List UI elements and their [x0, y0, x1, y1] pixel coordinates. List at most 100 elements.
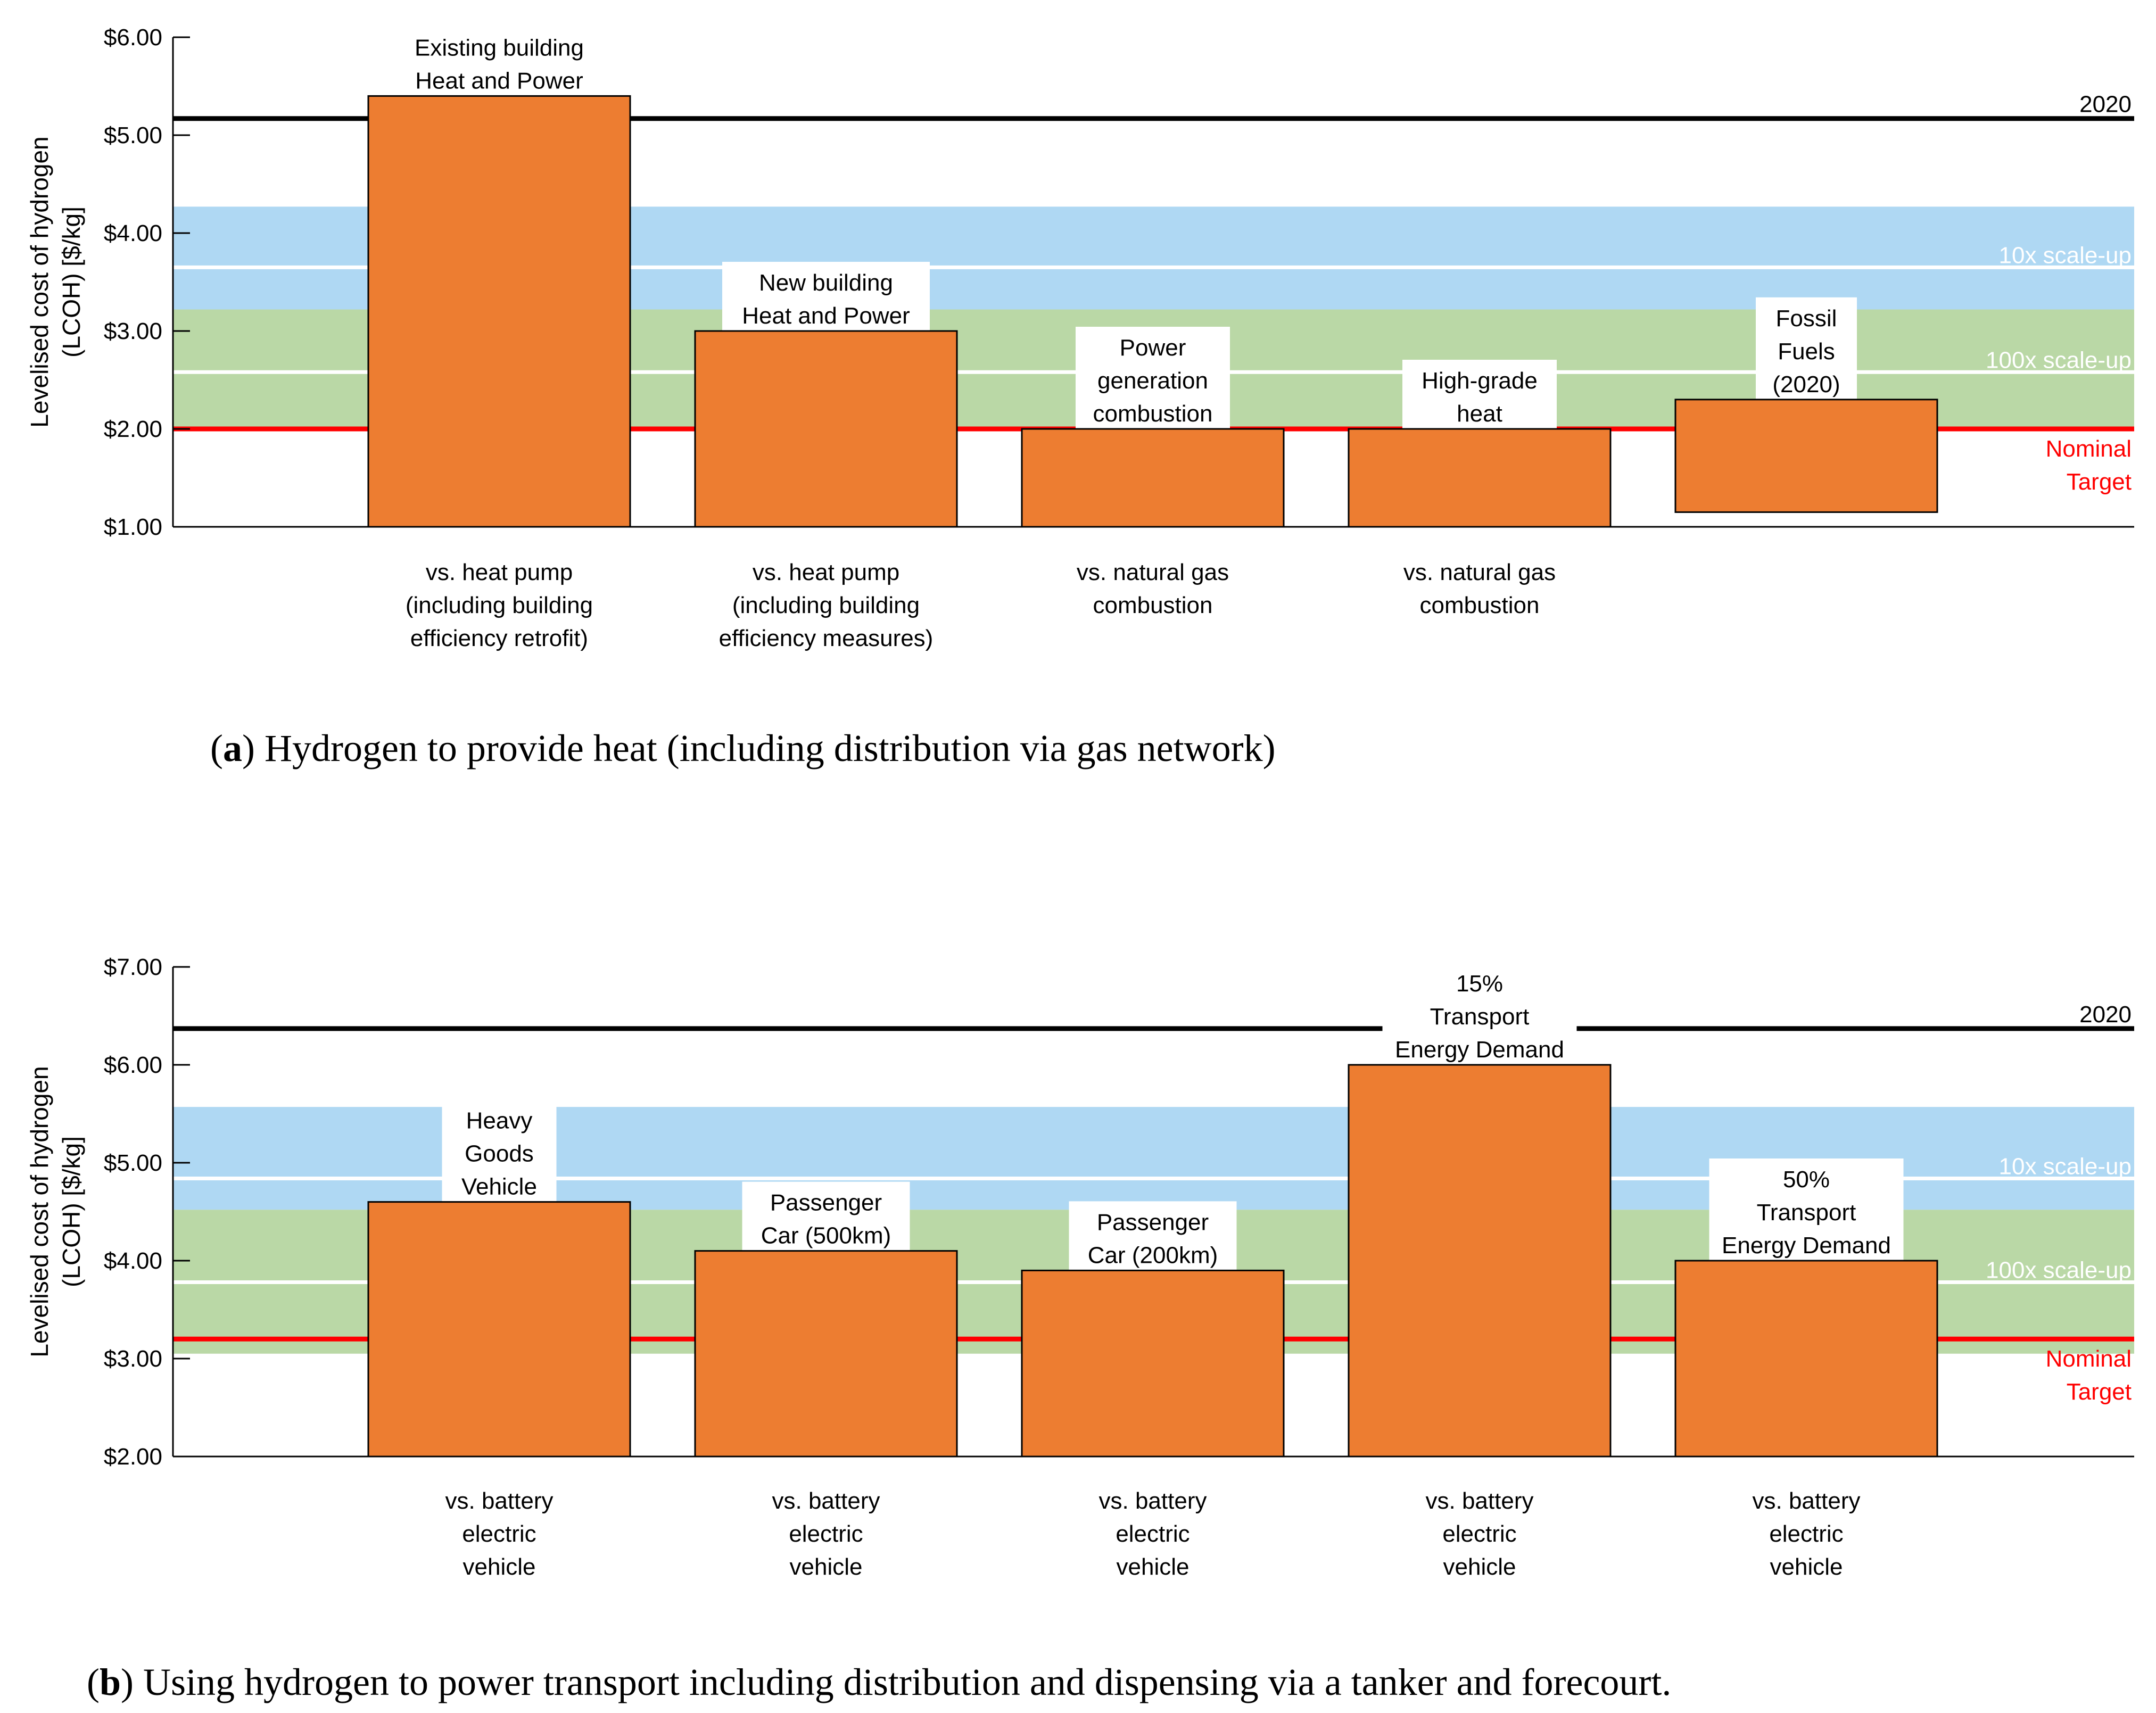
bar-label-line: Fossil [1776, 305, 1837, 332]
category-label: vs. battery electric vehicle [772, 1488, 880, 1580]
bar-label-box [1069, 1201, 1237, 1273]
y-axis-label-line: Levelised cost of hydrogen [26, 1066, 53, 1357]
bar [367, 1201, 631, 1458]
bar-label-line: Fuels [1778, 338, 1835, 365]
bar-label-line: Heat and Power [742, 303, 910, 329]
y-tick-label: $2.00 [104, 416, 162, 442]
bar-label-line: Existing building [415, 35, 584, 61]
caption-a: (a) Hydrogen to provide heat (including … [210, 727, 1276, 769]
y-axis-label-line: (LCOH) [$/kg] [57, 206, 85, 358]
bar-label: Passenger Car (500km) [761, 1190, 891, 1249]
bar [694, 1250, 958, 1458]
nominal-target-label: Nominal Target [2046, 1346, 2132, 1405]
bar-label-line: Transport [1430, 1004, 1530, 1030]
bar [1674, 1260, 1938, 1458]
category-label: vs. battery electric vehicle [1099, 1488, 1207, 1580]
category-label: vs. heat pump (including building efficien… [406, 559, 593, 651]
bar-label-line: Power [1120, 335, 1186, 361]
bar-label-line: generation [1097, 368, 1208, 394]
category-label-line: vehicle [1117, 1554, 1189, 1580]
category-label-line: electric [1769, 1521, 1843, 1547]
bar-label-box [742, 1181, 910, 1253]
bar-label-line: heat [1457, 401, 1502, 427]
line-2020-label: 2020 [2079, 92, 2132, 118]
y-axis-label: Levelised cost of hydrogen (LCOH) [$/kg] [26, 1066, 85, 1357]
bar-label: Existing building Heat and Power [415, 35, 584, 94]
category-label-line: vs. battery [772, 1488, 880, 1514]
bar-label: Fossil Fuels (2020) [1772, 305, 1840, 398]
bar [1021, 1269, 1285, 1458]
caption-a-text: Hydrogen to provide heat (including dist… [264, 727, 1276, 769]
bar [367, 95, 631, 528]
bar [1348, 1064, 1612, 1458]
bar-label: High-grade heat [1422, 368, 1538, 427]
caption-b: (b) Using hydrogen to power transport in… [87, 1661, 1672, 1703]
category-label-line: vs. battery [1753, 1488, 1861, 1514]
line-2020-label: 2020 [2079, 1002, 2132, 1028]
category-label-line: vs. natural gas [1403, 559, 1556, 585]
category-label-line: efficiency measures) [719, 625, 934, 651]
caption-a-letter: a [222, 727, 242, 769]
y-axis-label-line: Levelised cost of hydrogen [26, 136, 53, 427]
category-label-line: vs. heat pump [426, 559, 573, 585]
category-label-line: vehicle [1443, 1554, 1516, 1580]
bar-label: Power generation combustion [1093, 335, 1212, 427]
category-label: vs. natural gas combustion [1403, 559, 1556, 618]
bar-label-line: New building [759, 270, 893, 296]
bar-label-line: Heavy [466, 1108, 533, 1134]
bar-label-line: Passenger [1097, 1209, 1209, 1235]
category-label-line: electric [1116, 1521, 1189, 1547]
category-label-line: electric [789, 1521, 863, 1547]
caption-b-letter: b [99, 1661, 121, 1703]
y-tick-label: $7.00 [104, 954, 162, 980]
bar-label: 15% Transport Energy Demand [1395, 971, 1564, 1063]
bar [1674, 399, 1938, 513]
scale-label-100x: 100x scale-up [1986, 347, 2132, 373]
bar-label-line: Energy Demand [1395, 1037, 1564, 1063]
bar-label-line: 15% [1456, 971, 1503, 997]
y-tick-label: $6.00 [104, 24, 162, 51]
category-label-line: vs. natural gas [1077, 559, 1229, 585]
bar-label-box [1382, 963, 1577, 1067]
bar-label-box [1076, 327, 1230, 431]
nominal-target-label-line: Nominal [2046, 436, 2132, 462]
bar-label-line: High-grade [1422, 368, 1538, 394]
category-label-line: combustion [1419, 592, 1539, 618]
bar [694, 330, 958, 528]
y-tick-label: $5.00 [104, 1150, 162, 1176]
caption-b-text: Using hydrogen to power transport includ… [143, 1661, 1672, 1703]
y-tick-label: $3.00 [104, 318, 162, 344]
category-label-line: combustion [1093, 592, 1212, 618]
bar-label-line: Heat and Power [415, 68, 583, 94]
scale-label-10x: 10x scale-up [1999, 1153, 2132, 1179]
category-label: vs. natural gas combustion [1077, 559, 1229, 618]
category-label-line: vehicle [790, 1554, 863, 1580]
scale-label-10x: 10x scale-up [1999, 242, 2132, 268]
category-label-line: vehicle [463, 1554, 536, 1580]
category-label: vs. battery electric vehicle [445, 1488, 554, 1580]
category-label: vs. heat pump (including building efficien… [719, 559, 934, 651]
nominal-target-label-line: Nominal [2046, 1346, 2132, 1372]
y-tick-label: $5.00 [104, 122, 162, 148]
bar-label: Heavy Goods Vehicle [461, 1108, 537, 1200]
bar [1348, 428, 1612, 528]
category-label-line: vs. heat pump [753, 559, 899, 585]
y-axis-label: Levelised cost of hydrogen (LCOH) [$/kg] [26, 136, 85, 427]
y-tick-label: $4.00 [104, 220, 162, 246]
category-label: vs. battery electric vehicle [1426, 1488, 1534, 1580]
bar-label-line: Transport [1757, 1199, 1856, 1226]
bar-label-box [1709, 1158, 1904, 1263]
category-label-line: efficiency retrofit) [410, 625, 588, 651]
y-tick-label: $2.00 [104, 1444, 162, 1470]
y-tick-label: $3.00 [104, 1346, 162, 1372]
bar-label-line: Passenger [770, 1190, 882, 1216]
category-label-line: (including building [732, 592, 920, 618]
bar-label-line: Vehicle [461, 1174, 537, 1200]
nominal-target-label: Nominal Target [2046, 436, 2132, 495]
bar [1021, 428, 1285, 528]
bar-label-line: Goods [465, 1141, 534, 1167]
bar-label: Passenger Car (200km) [1088, 1209, 1218, 1268]
bar-label-line: (2020) [1772, 371, 1840, 398]
chart-a-heat: 10x scale-up 100x scale-up 2020 Nominal Targ… [26, 24, 2134, 651]
